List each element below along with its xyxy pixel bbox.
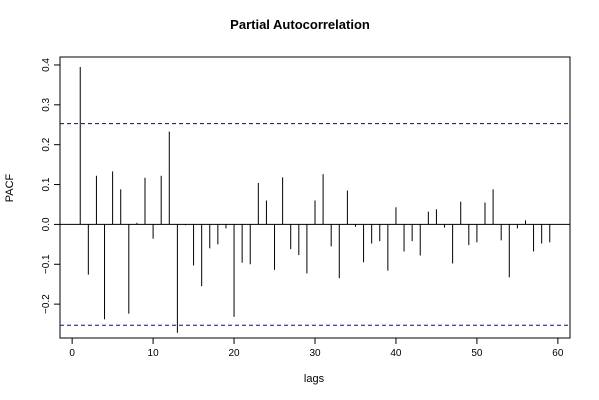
y-tick-label: 0.2 xyxy=(41,137,52,151)
y-tick-label: −0.1 xyxy=(41,254,52,274)
y-tick-label: 0.4 xyxy=(41,58,52,72)
plot-area: 0 10 20 30 40 50 60 −0.2 −0.1 0.0 0.1 0.2 0.3 0.4 xyxy=(41,56,571,359)
x-tick-label: 0 xyxy=(69,348,75,359)
x-axis-label: lags xyxy=(304,373,325,385)
y-axis-label: PACF xyxy=(4,173,16,202)
y-tick-label: 0.1 xyxy=(41,177,52,191)
y-tick-label: 0.3 xyxy=(41,97,52,111)
x-tick-label: 20 xyxy=(228,348,240,359)
x-tick-label: 40 xyxy=(390,348,402,359)
x-tick-label: 60 xyxy=(552,348,564,359)
x-tick-label: 30 xyxy=(309,348,321,359)
x-tick-label: 50 xyxy=(471,348,483,359)
y-tick-label: 0.0 xyxy=(41,217,52,231)
x-tick-label: 10 xyxy=(148,348,160,359)
chart-title: Partial Autocorrelation xyxy=(230,17,370,32)
y-tick-label: −0.2 xyxy=(41,294,52,314)
